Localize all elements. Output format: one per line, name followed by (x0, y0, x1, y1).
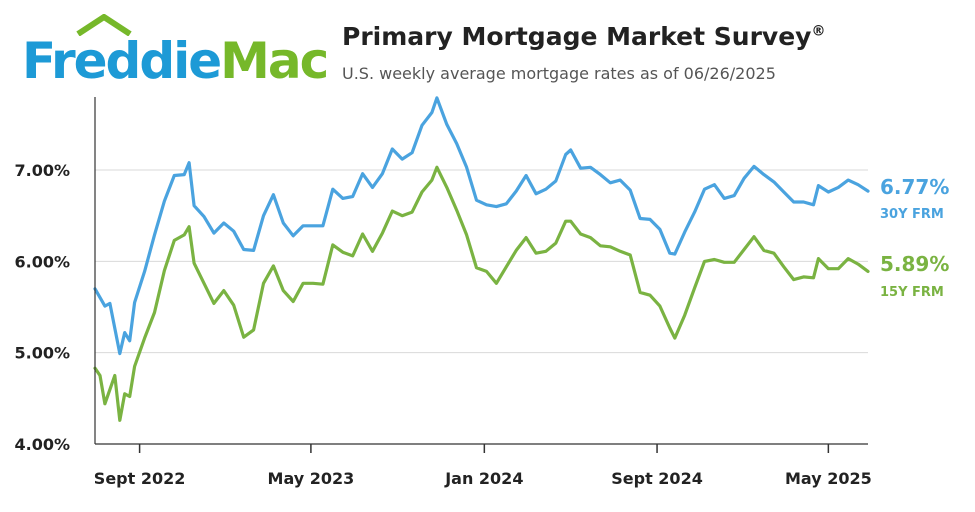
series-line-30y-frm (93, 96, 870, 356)
end-value-label: 5.89% (880, 252, 949, 276)
registered-mark: ® (811, 23, 826, 40)
page-subtitle: U.S. weekly average mortgage rates as of… (342, 64, 776, 83)
x-tick-label: Sept 2024 (611, 469, 703, 488)
x-tick-label: Jan 2024 (444, 469, 523, 488)
house-roof-icon (76, 14, 132, 36)
freddie-mac-logo: FreddieMac (18, 14, 329, 94)
series-layer (93, 96, 870, 422)
logo-word-freddie: Freddie (22, 32, 222, 90)
x-tick-label: Sept 2022 (94, 469, 186, 488)
logo-word-mac: Mac (220, 32, 329, 90)
y-tick-label: 5.00% (14, 344, 70, 363)
axis-layer (94, 97, 868, 453)
y-tick-label: 6.00% (14, 252, 70, 271)
series-line-15y-frm (93, 165, 870, 422)
logo-wordmark: FreddieMac (22, 36, 329, 86)
series-name-label: 15Y FRM (880, 285, 944, 300)
y-tick-label: 7.00% (14, 161, 70, 180)
x-tick-label: May 2025 (785, 469, 872, 488)
label-layer: 4.00% 5.00% 6.00% 7.00% Sept 2022 May 2023 Jan… (14, 161, 949, 488)
y-tick-label: 4.00% (14, 435, 70, 454)
x-tick-label: May 2023 (268, 469, 355, 488)
series-name-label: 30Y FRM (880, 207, 944, 222)
end-value-label: 6.77% (880, 175, 949, 199)
title-text: Primary Mortgage Market Survey (342, 22, 812, 51)
page-title: Primary Mortgage Market Survey® (342, 22, 825, 51)
grid-layer (95, 169, 868, 354)
